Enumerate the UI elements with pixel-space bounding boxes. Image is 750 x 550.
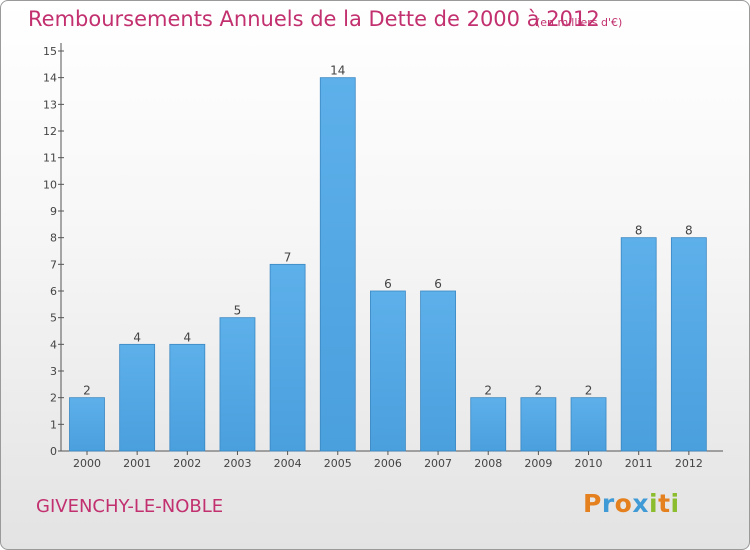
bar-2003 (219, 317, 256, 452)
y-tick-label: 12 (43, 125, 57, 138)
logo-letter: o (614, 489, 633, 518)
value-label-2006: 6 (384, 277, 392, 291)
y-tick-label: 0 (50, 445, 57, 458)
chart-subtitle: (en milliers d'€) (536, 16, 623, 29)
y-tick-label: 1 (50, 418, 57, 431)
bar-2006 (370, 290, 406, 452)
y-tick-label: 13 (43, 98, 57, 111)
y-tick-label: 14 (43, 72, 57, 85)
value-label-2012: 8 (685, 224, 693, 238)
value-label-2003: 5 (234, 304, 242, 318)
y-tick-label: 2 (50, 392, 57, 405)
y-tick-label: 8 (50, 232, 57, 245)
x-tick-label-2011: 2011 (625, 457, 653, 470)
bar-2004 (269, 263, 306, 452)
bar-2010 (570, 397, 607, 452)
chart-title: Remboursements Annuels de la Dette de 20… (28, 7, 600, 31)
x-tick-label-2001: 2001 (123, 457, 151, 470)
y-tick-label: 4 (50, 338, 57, 351)
y-tick-label: 7 (50, 258, 57, 271)
logo-letter: i (649, 489, 659, 518)
bar-2008 (470, 397, 507, 452)
bar-2000 (69, 397, 105, 452)
y-tick-label: 10 (43, 178, 57, 191)
y-tick-label: 11 (43, 152, 57, 165)
x-tick-label-2010: 2010 (575, 457, 603, 470)
x-tick-label-2002: 2002 (173, 457, 201, 470)
value-label-2008: 2 (484, 384, 492, 398)
logo-letter: t (658, 489, 671, 518)
value-label-2004: 7 (284, 250, 292, 264)
bar-2005 (319, 77, 356, 452)
value-label-2007: 6 (434, 277, 442, 291)
y-tick-label: 5 (50, 312, 57, 325)
x-tick-label-2006: 2006 (374, 457, 402, 470)
value-label-2005: 14 (330, 64, 345, 78)
bar-2001 (119, 343, 156, 452)
logo-letter: i (670, 489, 680, 518)
bar-2011 (620, 237, 657, 452)
x-tick-label-2009: 2009 (524, 457, 552, 470)
bar-2007 (420, 290, 456, 452)
logo-letter: x (632, 489, 649, 518)
y-tick-label: 15 (43, 45, 57, 58)
x-tick-label-2012: 2012 (675, 457, 703, 470)
value-label-2010: 2 (585, 384, 593, 398)
value-label-2000: 2 (83, 384, 91, 398)
proxiti-logo: Proxiti (583, 489, 680, 518)
logo-letter: P (583, 489, 602, 518)
bar-2009 (520, 397, 557, 452)
value-label-2009: 2 (535, 384, 543, 398)
y-tick-label: 9 (50, 205, 57, 218)
x-tick-label-2004: 2004 (274, 457, 302, 470)
commune-name: GIVENCHY-LE-NOBLE (36, 496, 224, 517)
x-tick-label-2007: 2007 (424, 457, 452, 470)
y-tick-label: 6 (50, 285, 57, 298)
x-tick-label-2003: 2003 (223, 457, 251, 470)
x-tick-label-2008: 2008 (474, 457, 502, 470)
bar-2012 (670, 237, 707, 452)
x-tick-label-2000: 2000 (73, 457, 101, 470)
value-label-2011: 8 (635, 224, 643, 238)
bar-2002 (169, 343, 206, 452)
logo-letter: r (601, 489, 615, 518)
x-tick-label-2005: 2005 (324, 457, 352, 470)
value-label-2002: 4 (183, 330, 191, 344)
y-tick-label: 3 (50, 365, 57, 378)
value-label-2001: 4 (133, 330, 141, 344)
